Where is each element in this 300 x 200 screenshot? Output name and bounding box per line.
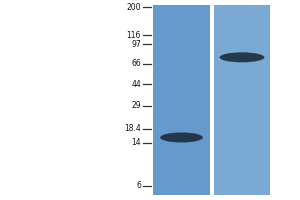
- Text: 66: 66: [131, 59, 141, 68]
- Bar: [153, 5, 210, 195]
- Text: 97: 97: [131, 40, 141, 49]
- Text: 116: 116: [127, 31, 141, 40]
- Bar: [210, 5, 214, 195]
- Ellipse shape: [220, 52, 264, 62]
- Text: 6: 6: [136, 181, 141, 190]
- Bar: [214, 5, 270, 195]
- Bar: [153, 5, 270, 195]
- Text: 14: 14: [131, 138, 141, 147]
- Text: 18.4: 18.4: [124, 124, 141, 133]
- Ellipse shape: [160, 132, 203, 142]
- Text: 29: 29: [131, 101, 141, 110]
- Text: 200: 200: [127, 3, 141, 12]
- Text: 44: 44: [131, 80, 141, 89]
